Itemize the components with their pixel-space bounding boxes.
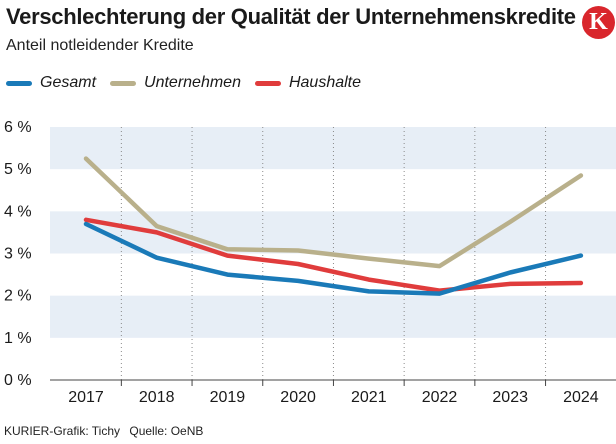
- x-tick-label: 2022: [422, 389, 458, 406]
- footer-credit: KURIER-Grafik: Tichy: [4, 424, 121, 438]
- legend-item-unternehmen: Unternehmen: [110, 74, 241, 92]
- grid-band-5: [50, 127, 616, 170]
- footer: KURIER-Grafik: Tichy Quelle: OeNB: [4, 424, 209, 438]
- grid-band-1: [50, 295, 616, 338]
- y-tick-label: 2 %: [4, 288, 32, 305]
- series-line-gesamt: [83, 221, 584, 296]
- legend-item-gesamt: Gesamt: [6, 74, 96, 92]
- chart-subtitle: Anteil notleidender Kredite: [6, 37, 194, 54]
- x-tick-label: 2024: [563, 389, 599, 406]
- chart-title: Verschlechterung der Qualität der Untern…: [6, 4, 576, 29]
- x-tick-label: 2018: [139, 389, 175, 406]
- y-tick-label: 1 %: [4, 330, 32, 347]
- x-tick-label: 2023: [492, 389, 528, 406]
- x-tick-label: 2017: [68, 389, 104, 406]
- series-line-unternehmen: [83, 156, 584, 269]
- legend-swatch-haushalte: [254, 80, 281, 86]
- x-tick-label: 2021: [351, 389, 387, 406]
- series-line-haushalte: [83, 217, 584, 293]
- legend-item-haushalte: Haushalte: [254, 74, 362, 92]
- legend-swatch-gesamt: [6, 80, 32, 86]
- x-tick-label: 2020: [280, 389, 316, 406]
- legend-label-gesamt: Gesamt: [40, 74, 97, 91]
- y-tick-label: 5 %: [4, 161, 32, 178]
- legend: Gesamt Unternehmen Haushalte: [6, 74, 375, 92]
- legend-label-unternehmen: Unternehmen: [144, 74, 241, 91]
- legend-swatch-unternehmen: [110, 80, 137, 86]
- y-tick-label: 6 %: [4, 119, 32, 136]
- y-tick-label: 4 %: [4, 203, 32, 220]
- y-tick-label: 0 %: [4, 372, 32, 389]
- legend-label-haushalte: Haushalte: [288, 74, 362, 91]
- footer-source: Quelle: OeNB: [129, 424, 204, 438]
- x-tick-label: 2019: [210, 389, 246, 406]
- y-tick-label: 3 %: [4, 246, 32, 263]
- kurier-logo-icon: K: [582, 6, 615, 39]
